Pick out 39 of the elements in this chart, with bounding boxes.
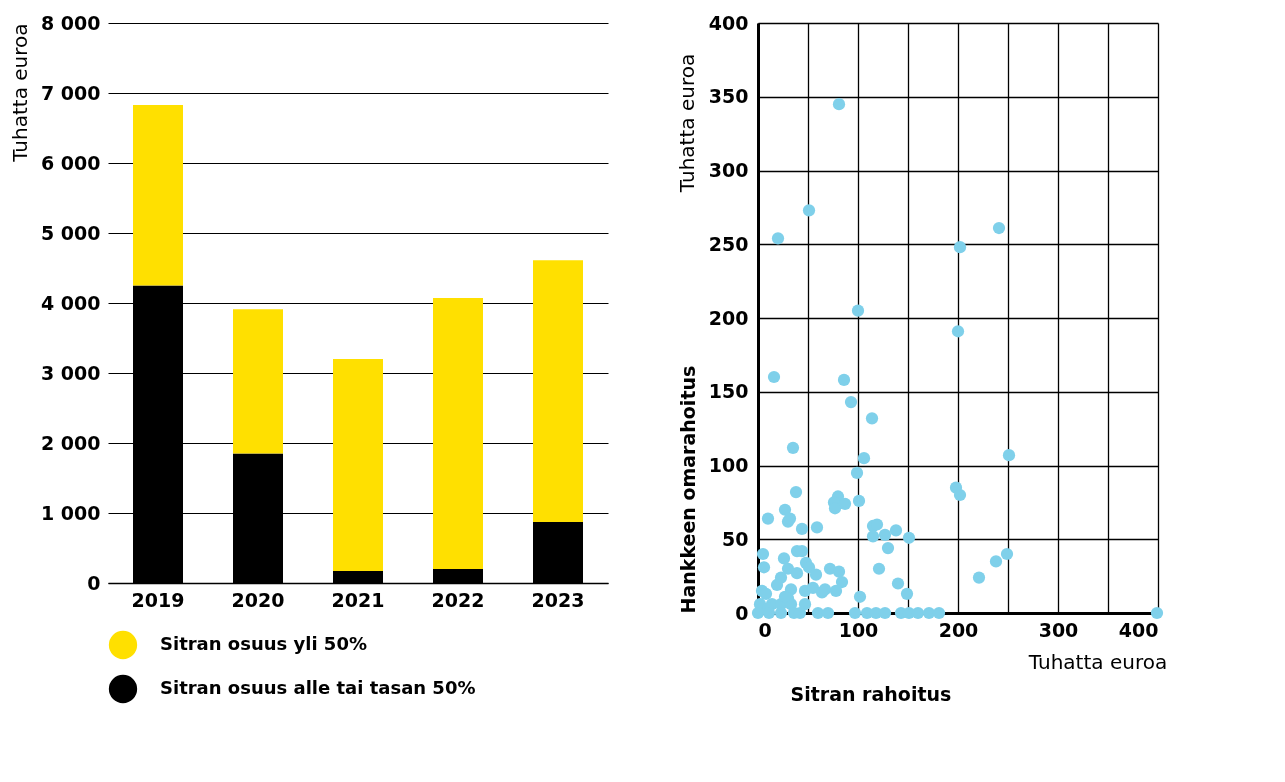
y-tick-label: 300: [708, 159, 749, 181]
bar: [533, 260, 583, 523]
x-tick-label: 2019: [131, 588, 185, 611]
bar: [233, 309, 283, 454]
y-tick-label: 4 000: [41, 291, 101, 314]
y-tick-label: 350: [708, 85, 749, 108]
y-tick-label: 150: [708, 380, 749, 403]
y-tick-label: 2 000: [41, 431, 101, 454]
y-tick-label: 200: [708, 306, 749, 329]
text: Tuhatta euroa: [675, 53, 699, 194]
bar: [433, 298, 483, 569]
y-tick-label: 5 000: [41, 221, 101, 244]
x-tick-label: 2021: [331, 588, 385, 611]
bar: [133, 104, 183, 286]
x-tick-label: 100: [838, 618, 879, 641]
legend-label: Sitran osuus alle tai tasan 50%: [160, 677, 476, 698]
x-tick-label: 200: [938, 618, 979, 641]
legend-label: Sitran osuus yli 50%: [160, 633, 367, 654]
x-axis-title: Sitran rahoitus: [790, 682, 952, 705]
x-tick-label: 400: [1118, 618, 1159, 641]
y-tick-label: 6 000: [41, 151, 101, 174]
y-axis-title: Tuhatta euroa: [8, 23, 32, 163]
y-tick-label: 100: [708, 454, 749, 476]
x-tick-label: 0: [758, 618, 772, 641]
y-tick-label: 7 000: [41, 81, 101, 104]
y-axis-title: Hankkeen omarahoitus: [676, 365, 699, 614]
x-tick-label: 2020: [231, 588, 285, 611]
y-tick-label: 3 000: [41, 361, 101, 384]
y-tick-label: 0: [87, 571, 101, 594]
x-tick-label: 2022: [431, 588, 485, 611]
y-tick-label: 50: [722, 527, 749, 550]
y-tick-label: 8 000: [41, 11, 101, 34]
text: Tuhatta euroa: [1027, 650, 1168, 674]
x-tick-label: 2023: [531, 588, 585, 611]
y-tick-label: 400: [708, 11, 749, 34]
y-tick-label: 250: [708, 232, 749, 255]
x-tick-label: 300: [1038, 618, 1079, 641]
bar: [333, 359, 383, 572]
y-tick-label: 1 000: [41, 501, 101, 524]
